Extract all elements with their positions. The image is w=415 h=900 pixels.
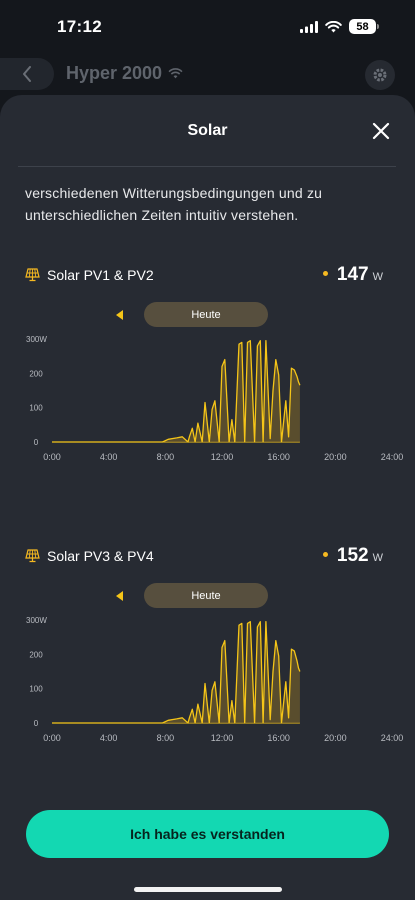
y-tick-label: 300W bbox=[26, 616, 47, 625]
x-tick-label: 20:00 bbox=[324, 452, 347, 462]
background-header: Hyper 2000 bbox=[0, 54, 415, 94]
x-tick-label: 0:00 bbox=[43, 733, 61, 743]
y-tick-label: 0 bbox=[34, 719, 39, 728]
home-indicator bbox=[134, 887, 282, 892]
power-unit: W bbox=[372, 271, 383, 283]
x-tick-label: 12:00 bbox=[211, 733, 234, 743]
back-button[interactable] bbox=[0, 58, 54, 90]
series-area bbox=[52, 621, 300, 723]
status-icons: 58 bbox=[300, 19, 379, 34]
device-name: Hyper 2000 bbox=[66, 63, 163, 83]
divider bbox=[18, 166, 396, 167]
x-tick-label: 4:00 bbox=[100, 733, 118, 743]
day-selector[interactable]: Heute bbox=[144, 583, 268, 608]
y-tick-label: 300W bbox=[26, 335, 47, 344]
status-dot bbox=[322, 552, 328, 557]
solar-panel-icon bbox=[25, 549, 40, 563]
x-tick-label: 16:00 bbox=[267, 452, 290, 462]
x-tick-label: 4:00 bbox=[100, 452, 118, 462]
x-tick-label: 8:00 bbox=[157, 733, 175, 743]
x-tick-label: 8:00 bbox=[157, 452, 175, 462]
power-readout: 147 W bbox=[322, 264, 383, 286]
solar-chart-pv3-pv4: 0 100 200 300W 0:00 4:00 8:00 12:00 16:00 20:00 24… bbox=[26, 616, 404, 743]
y-tick-label: 0 bbox=[34, 438, 39, 447]
x-tick-label: 16:00 bbox=[267, 733, 290, 743]
wifi-icon bbox=[168, 68, 183, 79]
solar-chart-pv1-pv2: 0 100 200 300W 0:00 4:00 8:00 12:00 16:00 20:00 24… bbox=[26, 335, 404, 462]
confirm-button[interactable]: Ich habe es verstanden bbox=[26, 810, 389, 858]
series-line bbox=[52, 340, 301, 443]
day-selector[interactable]: Heute bbox=[144, 302, 268, 327]
y-tick-label: 200 bbox=[29, 650, 43, 659]
sheet-title: Solar bbox=[187, 122, 228, 139]
day-navigator: Heute bbox=[116, 583, 268, 608]
settings-button[interactable] bbox=[365, 60, 395, 90]
status-bar: 17:12 58 bbox=[0, 0, 415, 54]
previous-day-arrow-icon[interactable] bbox=[116, 590, 123, 601]
section-label: Solar PV1 & PV2 bbox=[47, 267, 154, 283]
section-label: Solar PV3 & PV4 bbox=[47, 548, 154, 564]
status-time: 17:12 bbox=[57, 17, 102, 36]
y-tick-label: 100 bbox=[29, 685, 43, 694]
series-line bbox=[52, 621, 301, 724]
battery-icon: 58 bbox=[349, 19, 379, 34]
section-header: Solar PV3 & PV4 bbox=[25, 548, 154, 564]
series-area bbox=[52, 340, 300, 442]
chevron-left-icon bbox=[23, 66, 31, 82]
previous-day-arrow-icon[interactable] bbox=[116, 309, 123, 320]
x-tick-label: 0:00 bbox=[43, 452, 61, 462]
device-title: Hyper 2000 bbox=[66, 63, 183, 84]
section-header: Solar PV1 & PV2 bbox=[25, 267, 154, 283]
gear-icon bbox=[373, 68, 387, 82]
power-unit: W bbox=[372, 552, 383, 564]
y-tick-label: 200 bbox=[29, 369, 43, 378]
power-value: 147 bbox=[336, 264, 369, 285]
day-navigator: Heute bbox=[116, 302, 268, 327]
wifi-icon bbox=[325, 20, 342, 32]
solar-info-sheet: Solar verschiedenen Witterungsbedingunge… bbox=[0, 95, 415, 900]
x-tick-label: 24:00 bbox=[381, 452, 404, 462]
power-readout: 152 W bbox=[322, 545, 383, 567]
close-icon[interactable] bbox=[371, 121, 391, 141]
battery-level: 58 bbox=[349, 19, 376, 34]
cellular-signal-icon bbox=[300, 20, 318, 33]
intro-text: verschiedenen Witterungsbedingungen und … bbox=[25, 185, 323, 223]
x-tick-label: 20:00 bbox=[324, 733, 347, 743]
x-tick-label: 12:00 bbox=[211, 452, 234, 462]
x-tick-label: 24:00 bbox=[381, 733, 404, 743]
y-tick-label: 100 bbox=[29, 404, 43, 413]
status-dot bbox=[322, 271, 328, 276]
solar-panel-icon bbox=[25, 268, 40, 282]
power-value: 152 bbox=[336, 545, 369, 566]
